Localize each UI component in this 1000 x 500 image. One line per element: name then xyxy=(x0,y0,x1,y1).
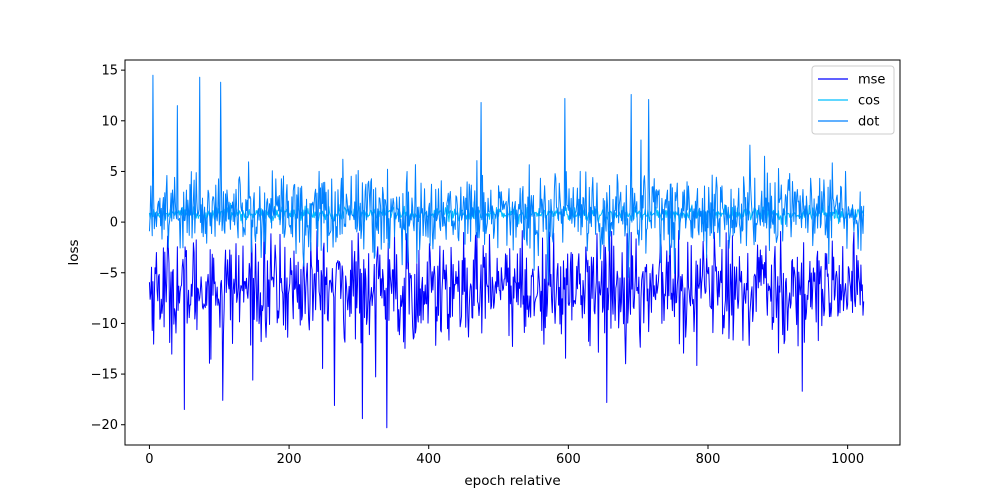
y-tick-label: −10 xyxy=(91,317,118,332)
y-tick-label: 15 xyxy=(101,64,118,79)
y-axis-label: loss xyxy=(66,239,82,265)
legend-label-cos: cos xyxy=(858,94,880,109)
y-tick-label: −20 xyxy=(91,418,118,433)
x-axis-ticks: 0 200 400 600 800 1000 xyxy=(145,445,864,467)
y-tick-label: 10 xyxy=(101,114,118,129)
x-tick-label: 600 xyxy=(556,452,581,467)
series-line-dot xyxy=(148,74,865,283)
legend-items: mse cos dot xyxy=(818,73,885,130)
legend: mse cos dot xyxy=(811,65,895,135)
x-axis-label: epoch relative xyxy=(464,473,560,489)
x-tick-label: 1000 xyxy=(831,452,864,467)
legend-label-mse: mse xyxy=(858,73,885,88)
x-tick-label: 200 xyxy=(277,452,302,467)
y-tick-label: 0 xyxy=(110,216,118,231)
legend-label-dot: dot xyxy=(858,115,879,130)
series-layer xyxy=(148,74,865,429)
x-tick-label: 0 xyxy=(145,452,153,467)
series-line-mse xyxy=(148,230,865,429)
y-tick-label: −5 xyxy=(99,266,118,281)
plot-frame xyxy=(124,59,901,446)
x-tick-label: 400 xyxy=(416,452,441,467)
x-tick-label: 800 xyxy=(696,452,721,467)
y-tick-label: 5 xyxy=(110,165,118,180)
y-axis-ticks: −20 −15 −10 −5 0 5 10 15 xyxy=(91,64,125,433)
legend-frame xyxy=(811,65,895,135)
y-tick-label: −15 xyxy=(91,368,118,383)
